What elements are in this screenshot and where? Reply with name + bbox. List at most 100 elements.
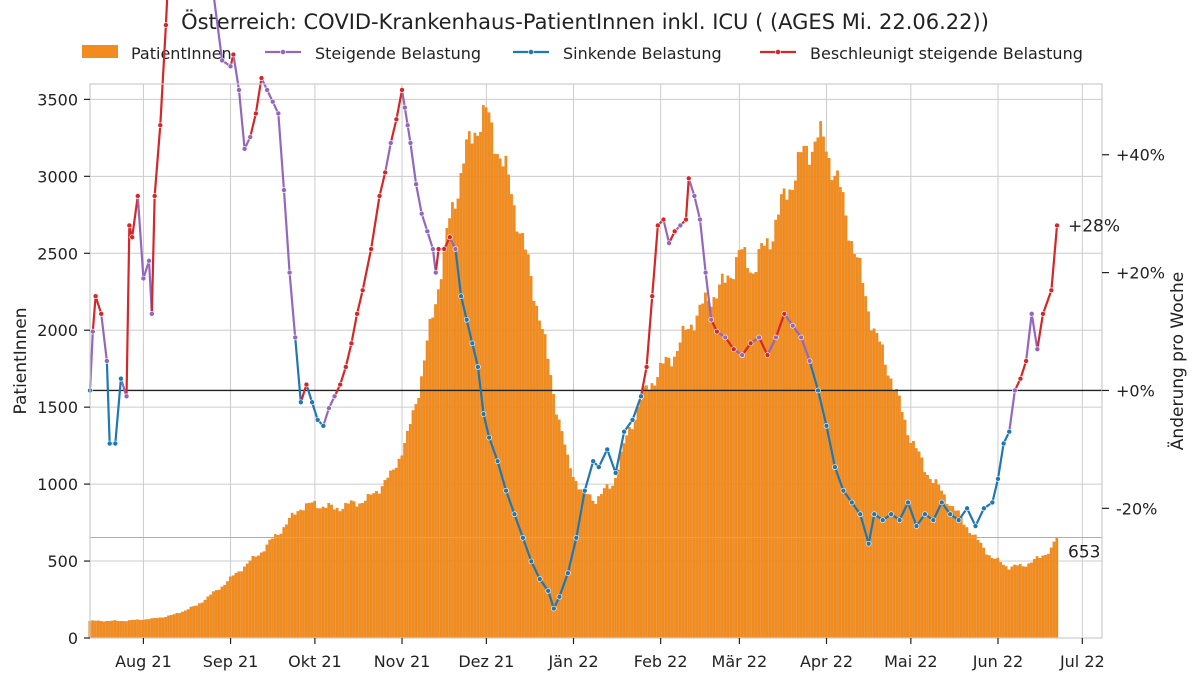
bar xyxy=(386,477,390,639)
bar xyxy=(467,131,471,639)
bar xyxy=(968,533,972,639)
bar xyxy=(712,297,716,639)
bar xyxy=(493,153,496,639)
point-beschleunigt xyxy=(303,381,310,388)
line-segment-steigend xyxy=(704,271,713,321)
point-sinkend xyxy=(118,375,124,382)
line-segment-beschleunigt xyxy=(774,312,786,339)
bar xyxy=(878,341,882,639)
bar xyxy=(363,500,367,639)
bar xyxy=(749,272,752,639)
line-segment-beschleunigt xyxy=(651,224,659,298)
bar xyxy=(602,488,606,639)
bar xyxy=(614,477,617,639)
bar xyxy=(926,474,929,639)
line-segment-sinkend xyxy=(496,460,508,492)
point-sinkend xyxy=(556,593,563,600)
line-segment-sinkend xyxy=(932,501,943,522)
point-steigend xyxy=(452,246,459,252)
bar xyxy=(420,376,423,639)
bar xyxy=(861,282,865,639)
bar xyxy=(518,233,522,639)
bar xyxy=(701,303,704,639)
point-sinkend xyxy=(458,293,464,299)
line-segment-sinkend xyxy=(114,377,123,445)
bar xyxy=(920,457,924,639)
bar xyxy=(512,205,516,639)
bar xyxy=(203,599,207,639)
line-segment-sinkend xyxy=(454,247,463,298)
bar xyxy=(830,180,834,639)
bar xyxy=(895,389,898,639)
bar xyxy=(184,610,187,639)
bar xyxy=(330,504,333,639)
y-tick-label-left: 3000 xyxy=(37,167,78,186)
bar xyxy=(875,332,879,639)
point-steigend xyxy=(281,187,287,193)
point-beschleunigt xyxy=(660,216,667,223)
bar xyxy=(1024,566,1028,639)
bar xyxy=(349,500,353,639)
line-segment-steigend xyxy=(288,271,297,339)
line-segment-sinkend xyxy=(825,424,837,469)
bar xyxy=(600,494,603,639)
line-segment-steigend xyxy=(1008,389,1016,433)
bar xyxy=(847,240,851,639)
point-steigend xyxy=(149,311,155,317)
point-sinkend xyxy=(545,588,552,594)
point-steigend xyxy=(677,222,684,229)
chart-title: Österreich: COVID-Krankenhaus-PatientInn… xyxy=(181,9,989,34)
line-segment-beschleunigt xyxy=(150,194,156,315)
point-sinkend xyxy=(590,458,596,464)
bar xyxy=(144,619,148,639)
legend-label-beschleunigt: Beschleunigt steigende Belastung xyxy=(810,44,1083,63)
bar xyxy=(141,619,145,639)
bar xyxy=(496,154,499,639)
line-segment-sinkend xyxy=(631,395,643,422)
bar xyxy=(153,618,156,639)
bar xyxy=(704,292,707,639)
last-change-label: +28% xyxy=(1068,216,1120,236)
bar xyxy=(827,158,831,639)
point-sinkend xyxy=(938,499,945,506)
bar xyxy=(476,135,480,639)
bar xyxy=(1004,566,1008,639)
line-segment-steigend xyxy=(400,88,406,109)
line-segment-beschleunigt xyxy=(355,289,364,315)
point-beschleunigt xyxy=(354,311,360,317)
bar xyxy=(808,164,811,639)
bar xyxy=(962,524,966,639)
point-sinkend xyxy=(947,511,954,518)
point-beschleunigt xyxy=(253,110,259,117)
line-segment-beschleunigt xyxy=(339,365,347,386)
line-segment-sinkend xyxy=(482,412,491,439)
bar xyxy=(639,400,643,639)
bar xyxy=(616,469,620,639)
point-sinkend xyxy=(298,399,304,406)
bar xyxy=(417,398,421,639)
x-tick-label: Jän 22 xyxy=(547,652,598,671)
bar xyxy=(709,306,713,639)
bar xyxy=(394,467,398,639)
point-beschleunigt xyxy=(441,246,448,252)
y-tick-label-right: +0% xyxy=(1116,381,1155,400)
y-tick-label-left: 500 xyxy=(47,552,78,571)
bar xyxy=(316,508,319,639)
bar xyxy=(91,620,94,639)
bar xyxy=(746,268,749,639)
line-segment-beschleunigt xyxy=(159,23,167,127)
line-segment-beschleunigt xyxy=(344,342,353,368)
bar xyxy=(684,329,688,639)
point-steigend xyxy=(702,269,709,276)
point-steigend xyxy=(666,240,672,246)
bar xyxy=(976,540,980,639)
line-segment-sinkend xyxy=(859,513,870,545)
bar xyxy=(481,105,485,639)
bar xyxy=(844,215,848,639)
bar xyxy=(841,192,845,639)
line-segment-beschleunigt xyxy=(639,365,648,398)
bar xyxy=(788,189,792,639)
line-segment-sinkend xyxy=(566,536,578,575)
bar xyxy=(1018,563,1022,639)
legend-swatch-patientinnen xyxy=(82,45,118,58)
